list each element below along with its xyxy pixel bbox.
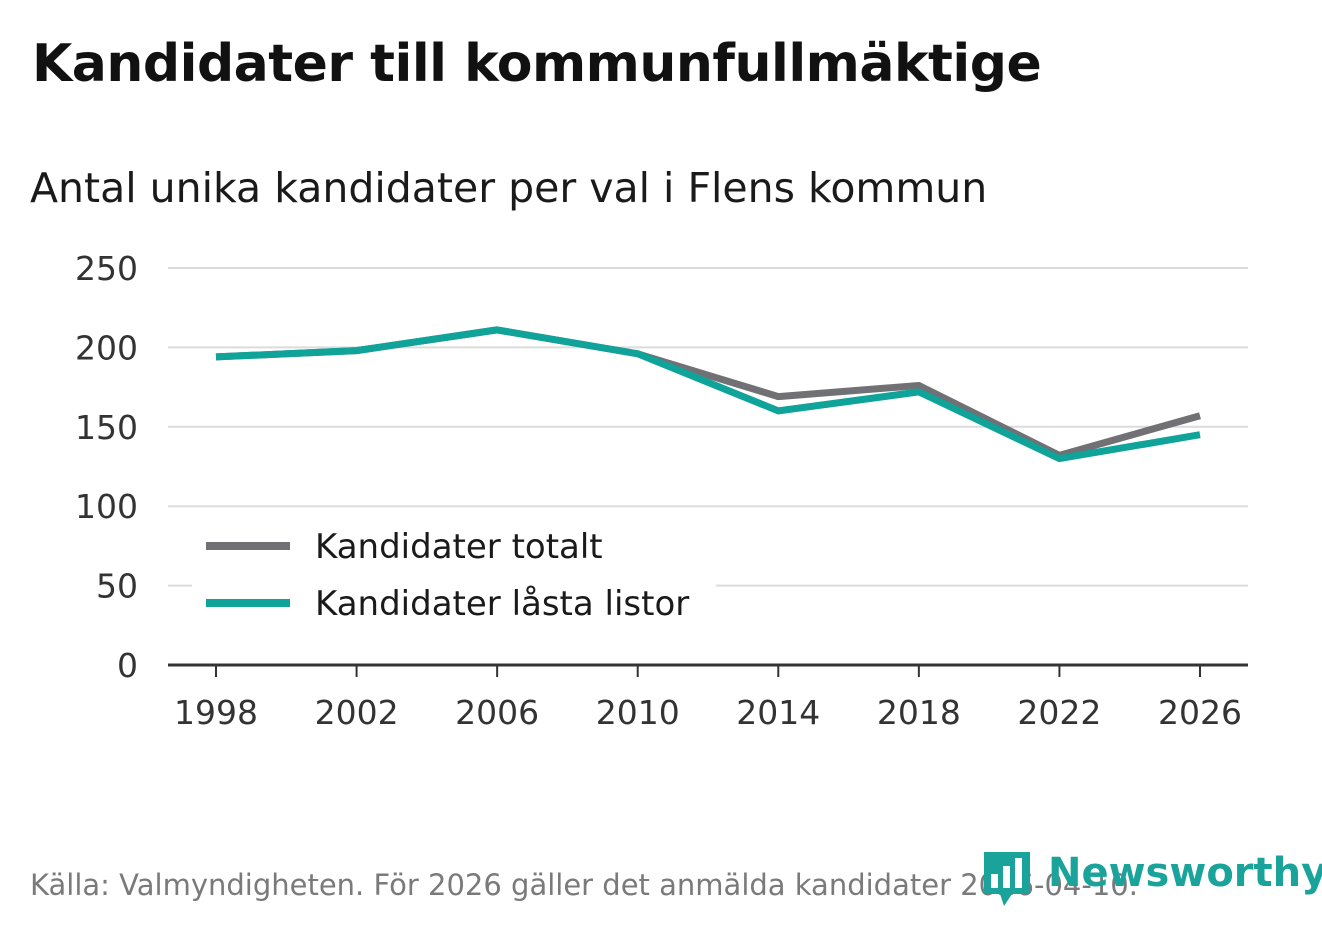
brand-name: Newsworthy — [1048, 850, 1322, 896]
chart-title: Kandidater till kommunfullmäktige — [32, 34, 1042, 94]
y-tick-label: 50 — [96, 567, 138, 606]
x-tick-label: 2018 — [877, 693, 961, 732]
source-note: Källa: Valmyndigheten. För 2026 gäller d… — [30, 868, 1138, 902]
x-tick-label: 2002 — [315, 693, 399, 732]
series-line-locked-lists — [215, 326, 1201, 463]
x-tick-label: 2006 — [455, 693, 539, 732]
x-tick-label: 2010 — [596, 693, 680, 732]
x-tick-label: 2026 — [1158, 693, 1242, 732]
x-tick-label: 2014 — [736, 693, 820, 732]
legend: Kandidater totalt Kandidater låsta listor — [192, 518, 716, 626]
series-lines — [215, 326, 1201, 463]
chart-subtitle: Antal unika kandidater per val i Flens k… — [30, 164, 988, 212]
x-axis-ticks: 1998 2002 2006 2010 2014 2018 2022 2026 — [168, 663, 1248, 732]
y-tick-label: 150 — [75, 408, 138, 447]
brand-logo: Newsworthy — [982, 848, 1322, 910]
y-tick-label: 0 — [117, 646, 138, 685]
legend-label: Kandidater totalt — [315, 527, 603, 567]
legend-background — [192, 518, 716, 626]
newsworthy-icon — [984, 852, 1030, 906]
x-tick-label: 2022 — [1017, 693, 1101, 732]
y-tick-label: 250 — [75, 249, 138, 288]
y-tick-label: 100 — [75, 487, 138, 526]
y-axis-ticks: 0 50 100 150 200 250 — [75, 249, 138, 685]
legend-label: Kandidater låsta listor — [315, 584, 689, 624]
y-tick-label: 200 — [75, 328, 138, 367]
x-tick-label: 1998 — [174, 693, 258, 732]
